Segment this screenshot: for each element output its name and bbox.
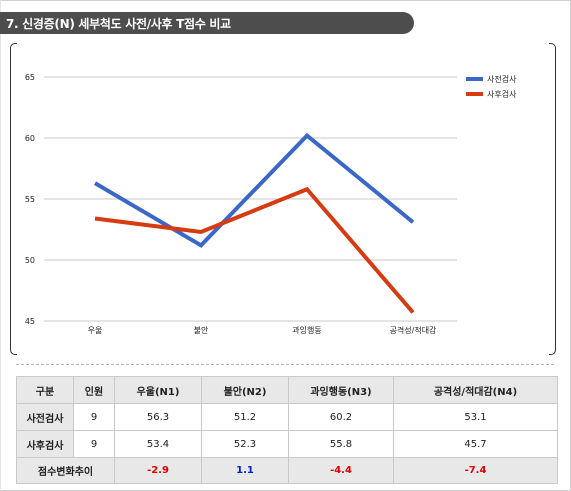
row-value: 56.3: [114, 403, 202, 431]
change-value: -7.4: [393, 457, 558, 484]
y-tick-label: 45: [25, 317, 35, 326]
header-n1: 우울(N1): [114, 376, 202, 404]
y-tick-label: 60: [25, 134, 35, 143]
legend-label: 사후검사: [487, 89, 517, 99]
row-value: 51.2: [201, 403, 289, 431]
row-value: 53.1: [393, 403, 558, 431]
row-value: 45.7: [393, 430, 558, 458]
x-tick-label: 우울: [88, 326, 103, 335]
header-category: 구분: [16, 376, 74, 404]
change-value: -2.9: [114, 457, 202, 484]
y-tick-label: 50: [25, 256, 35, 265]
section-title-bar: 7. 신경증(N) 세부척도 사전/사후 T점수 비교: [0, 12, 414, 34]
change-value: 1.1: [201, 457, 289, 484]
header-n3: 과잉행동(N3): [288, 376, 394, 404]
section-title: 7. 신경증(N) 세부척도 사전/사후 T점수 비교: [6, 17, 231, 31]
row-label: 사전검사: [16, 403, 74, 431]
x-tick-label: 불안: [194, 325, 209, 335]
series-line-2: [94, 186, 415, 314]
y-tick-label: 65: [25, 73, 35, 82]
row-value: 53.4: [114, 430, 202, 458]
score-table: 구분 인원 우울(N1) 불안(N2) 과잉행동(N3) 공격성/적대감(N4)…: [16, 376, 558, 484]
chart-bracket-left: [10, 43, 17, 355]
row-count: 9: [73, 403, 115, 431]
legend-label: 사전검사: [487, 74, 517, 84]
header-n4: 공격성/적대감(N4): [393, 376, 558, 404]
header-count: 인원: [73, 376, 115, 404]
y-tick-label: 55: [25, 195, 35, 204]
x-tick-label: 공격성/적대감: [390, 325, 437, 335]
header-n2: 불안(N2): [201, 376, 289, 404]
table-row: 사전검사 9 56.3 51.2 60.2 53.1: [16, 403, 558, 431]
series-line-1: [93, 132, 415, 248]
row-value: 55.8: [288, 430, 394, 458]
row-label: 사후검사: [16, 430, 74, 458]
change-label: 점수변화추이: [16, 457, 115, 484]
row-value: 60.2: [288, 403, 394, 431]
change-row: 점수변화추이 -2.9 1.1 -4.4 -7.4: [16, 457, 558, 484]
chart-bracket-right: [549, 43, 556, 355]
divider-line: [16, 364, 554, 365]
table-header-row: 구분 인원 우울(N1) 불안(N2) 과잉행동(N3) 공격성/적대감(N4): [16, 376, 558, 404]
row-count: 9: [73, 430, 115, 458]
x-tick-label: 과잉행동: [292, 325, 321, 335]
table-row: 사후검사 9 53.4 52.3 55.8 45.7: [16, 430, 558, 458]
change-value: -4.4: [288, 457, 394, 484]
row-value: 52.3: [201, 430, 289, 458]
